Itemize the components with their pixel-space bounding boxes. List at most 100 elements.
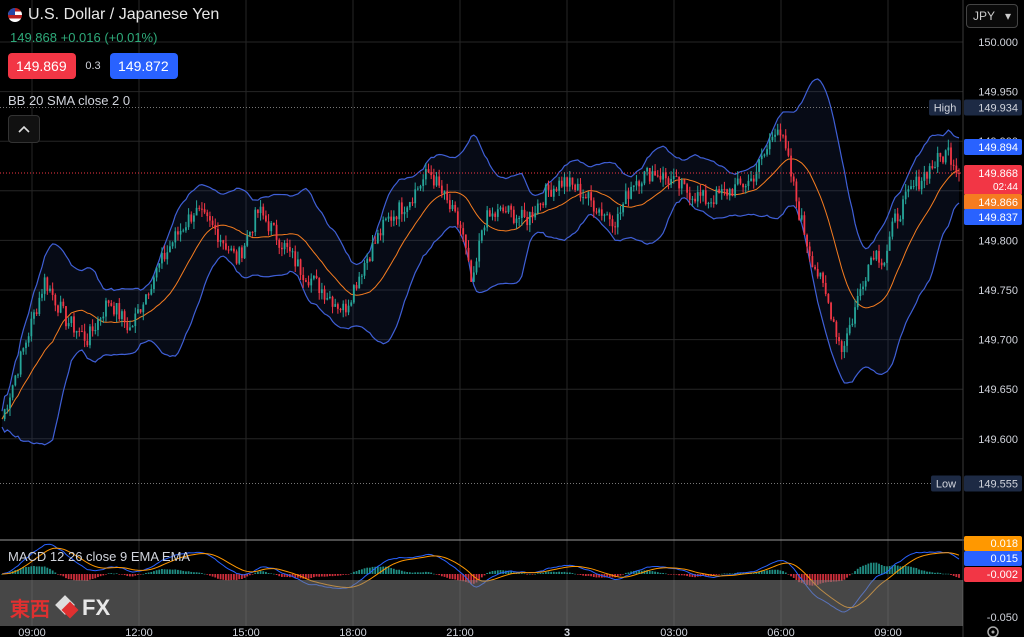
macd-hist-bar [166,569,169,574]
gear-icon [987,626,999,637]
macd-hist-bar [483,574,486,576]
macd-hist-bar [219,574,222,580]
candle-body [670,179,673,185]
macd-hist-bar [352,571,355,574]
candle-body [694,198,696,202]
macd-indicator-label[interactable]: MACD 12 26 close 9 EMA EMA [8,549,191,564]
macd-hist-bar [790,574,792,577]
candle-body [406,207,409,212]
macd-hist-bar [814,574,816,586]
candle-body [131,326,134,328]
candle-body [486,210,489,228]
macd-hist-bar [675,574,678,575]
macd-hist-bar [51,570,54,574]
macd-hist-bar [427,572,430,574]
bb-upper-value-bg [964,139,1022,155]
candle-body [878,250,880,263]
macd-hist-bar [137,574,139,575]
macd-hist-bar [731,573,734,575]
candle-body [496,209,499,217]
macd-hist-bar [155,570,158,574]
x-tick-label: 06:00 [767,627,795,637]
macd-hist-bar [281,574,283,577]
macd-hist-bar [107,573,110,574]
high-value-bg [964,99,1022,116]
bb-indicator-label[interactable]: BB 20 SMA close 2 0 [8,93,131,108]
candle-body [203,209,206,213]
macd-hist-bar [374,566,377,574]
macd-hist-bar [720,573,723,575]
macd-hist-bar [363,568,366,574]
macd-hist-bar [310,574,313,579]
macd-hist-bar [931,572,934,574]
candle-body [25,342,27,349]
macd-hist-bar [846,574,848,578]
currency-select[interactable]: JPY ▾ [966,4,1018,28]
macd-hist-bar [278,574,281,577]
candle-body [326,298,329,300]
macd-hist-bar [134,574,137,576]
macd-hist-bar [259,571,262,574]
macd-hist-bar [712,574,715,576]
candle-body [211,220,214,225]
macd-hist-bar [86,574,89,581]
candle-body [14,375,17,386]
macd-hist-bar [667,574,670,575]
macd-hist-bar [822,574,824,583]
macd-hist-bar [257,571,259,574]
y-tick-label: 149.750 [978,285,1018,297]
candle-body [870,257,872,265]
candle-body [480,230,483,241]
candle-body [846,333,848,346]
macd-hist-bar [99,574,102,577]
candle-body [840,341,843,353]
candle-body [166,252,169,260]
candle-body [454,204,457,212]
macd-hist-bar [774,569,776,574]
chevron-up-icon[interactable] [8,115,40,143]
candle-body [680,180,683,189]
macd-hist-bar [651,571,654,574]
candle-body [155,267,158,278]
macd-hist-bar [539,572,542,574]
candle-body [662,172,665,180]
macd-hist-bar [752,572,755,574]
candle-body [33,312,35,319]
candle-body [747,180,750,187]
candle-body [432,175,435,186]
macd-hist-bar [145,572,147,574]
macd-hist-bar [161,569,163,574]
candle-body [779,129,782,136]
candle-body [379,233,382,236]
macd-hist-bar [806,574,808,585]
candle-body [624,191,627,205]
candle-body [57,305,59,313]
brand-mark-icon [54,596,78,620]
macd-hist-bar [179,570,182,574]
candle-body [950,147,952,165]
macd-hist-bar [582,574,585,576]
candle-body [22,348,25,352]
macd-hist-bar [46,567,49,574]
candle-body [776,129,779,135]
candle-body [635,181,638,186]
candle-body [675,176,678,178]
macd-hist-bar [867,563,870,574]
hist-value: -0.002 [987,569,1018,581]
macd-hist-bar [955,574,958,578]
candle-body [398,202,401,220]
macd-hist-bar [507,570,510,574]
macd-hist-bar [22,567,25,574]
candle-body [640,183,643,187]
buy-button[interactable]: 149.872 [110,53,178,79]
sell-button[interactable]: 149.869 [8,53,76,79]
candle-body [664,172,667,179]
candle-body [872,257,875,260]
macd-hist-bar [422,572,425,574]
macd-hist-bar [147,572,150,574]
candle-body [800,215,803,220]
candle-body [246,235,249,246]
candle-body [438,176,441,186]
candle-body [422,179,425,186]
